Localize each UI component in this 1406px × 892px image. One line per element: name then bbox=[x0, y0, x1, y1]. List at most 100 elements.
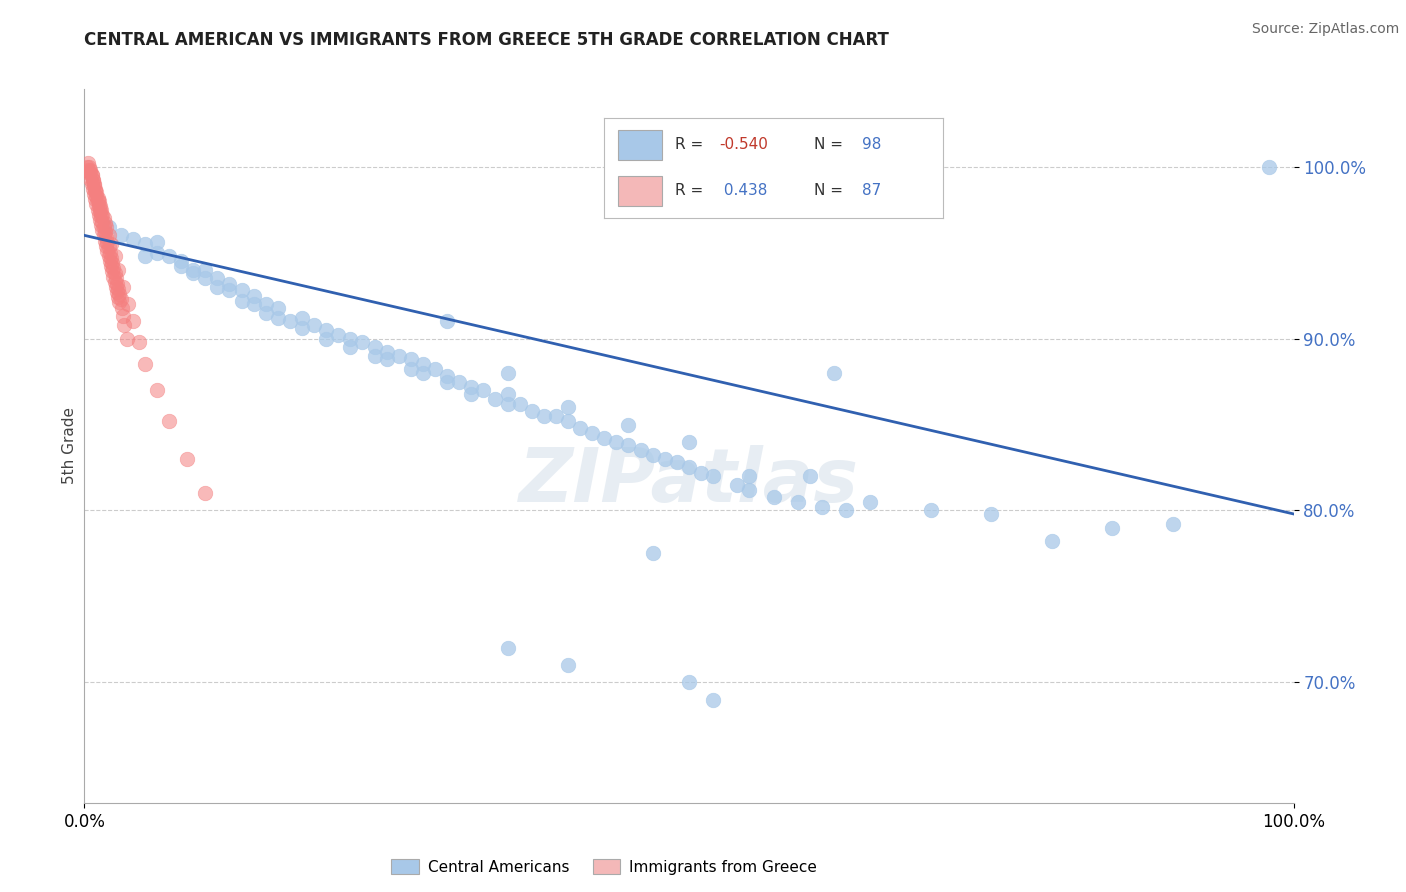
Point bbox=[363, 340, 385, 354]
Point bbox=[859, 495, 882, 509]
Point bbox=[80, 168, 103, 182]
Point bbox=[103, 269, 125, 284]
Point bbox=[291, 321, 314, 335]
Point bbox=[97, 249, 120, 263]
Point bbox=[94, 234, 117, 248]
Point bbox=[254, 306, 277, 320]
Point bbox=[91, 214, 114, 228]
Point bbox=[302, 318, 325, 332]
Point bbox=[146, 245, 169, 260]
Point bbox=[108, 295, 131, 310]
Text: -0.540: -0.540 bbox=[720, 137, 768, 153]
Point bbox=[207, 280, 229, 294]
Text: R =: R = bbox=[675, 137, 709, 153]
Point bbox=[678, 460, 700, 475]
Point bbox=[76, 160, 98, 174]
Point bbox=[194, 262, 217, 277]
Point bbox=[1161, 517, 1184, 532]
Text: ZIPatlas: ZIPatlas bbox=[519, 445, 859, 518]
Point bbox=[93, 228, 115, 243]
Point bbox=[267, 310, 290, 325]
FancyBboxPatch shape bbox=[617, 129, 662, 160]
Point bbox=[94, 219, 117, 234]
Point bbox=[108, 286, 131, 301]
Point bbox=[100, 251, 122, 265]
Point bbox=[412, 366, 434, 380]
Point bbox=[291, 310, 314, 325]
Point bbox=[134, 357, 156, 371]
Text: N =: N = bbox=[814, 137, 848, 153]
Point bbox=[89, 204, 111, 219]
Point bbox=[678, 675, 700, 690]
Point bbox=[146, 235, 169, 250]
Point bbox=[484, 392, 506, 406]
Point bbox=[799, 469, 821, 483]
Point bbox=[218, 277, 240, 291]
Point bbox=[738, 469, 761, 483]
Point bbox=[87, 208, 110, 222]
Point bbox=[83, 177, 105, 191]
Point bbox=[557, 414, 579, 428]
Point bbox=[593, 431, 616, 445]
Point bbox=[86, 194, 108, 208]
Point bbox=[105, 285, 128, 299]
Point bbox=[91, 223, 114, 237]
Point bbox=[496, 641, 519, 656]
Point bbox=[121, 232, 143, 246]
Point bbox=[134, 236, 156, 251]
Point bbox=[104, 280, 127, 294]
Point bbox=[101, 264, 124, 278]
Point bbox=[170, 254, 193, 268]
Point bbox=[665, 455, 688, 469]
Point bbox=[104, 249, 127, 263]
Text: R =: R = bbox=[675, 183, 709, 198]
Point bbox=[207, 271, 229, 285]
Point bbox=[460, 379, 482, 393]
Point bbox=[920, 503, 942, 517]
Point bbox=[93, 211, 115, 226]
Point bbox=[278, 314, 301, 328]
Point bbox=[112, 318, 135, 332]
Point bbox=[472, 383, 495, 397]
Point bbox=[82, 182, 104, 196]
Point bbox=[79, 163, 101, 178]
Point bbox=[97, 228, 120, 243]
Point bbox=[96, 235, 118, 250]
Point bbox=[762, 490, 785, 504]
Point bbox=[460, 386, 482, 401]
Point bbox=[399, 362, 422, 376]
Point bbox=[77, 160, 100, 174]
Point bbox=[157, 249, 180, 263]
Point bbox=[84, 192, 107, 206]
Point bbox=[339, 340, 361, 354]
Point bbox=[581, 426, 603, 441]
Point bbox=[436, 375, 458, 389]
Point bbox=[641, 546, 664, 560]
Point bbox=[835, 503, 858, 517]
Point bbox=[97, 219, 120, 234]
Point bbox=[436, 314, 458, 328]
Point bbox=[654, 451, 676, 466]
Point bbox=[181, 266, 204, 280]
Point bbox=[98, 254, 121, 268]
Point bbox=[533, 409, 555, 423]
Point bbox=[82, 173, 104, 187]
Point bbox=[86, 186, 108, 200]
FancyBboxPatch shape bbox=[617, 176, 662, 206]
Point bbox=[399, 352, 422, 367]
Point bbox=[823, 366, 845, 380]
Point bbox=[100, 236, 122, 251]
Point bbox=[84, 182, 107, 196]
Point bbox=[569, 421, 592, 435]
Point bbox=[375, 345, 398, 359]
Point bbox=[128, 334, 150, 349]
Point bbox=[375, 352, 398, 367]
Text: CENTRAL AMERICAN VS IMMIGRANTS FROM GREECE 5TH GRADE CORRELATION CHART: CENTRAL AMERICAN VS IMMIGRANTS FROM GREE… bbox=[84, 31, 889, 49]
Point bbox=[100, 260, 122, 274]
Point bbox=[1101, 521, 1123, 535]
Point bbox=[339, 332, 361, 346]
Point bbox=[77, 163, 100, 178]
Point bbox=[702, 692, 724, 706]
Point bbox=[412, 357, 434, 371]
Point bbox=[617, 417, 640, 432]
